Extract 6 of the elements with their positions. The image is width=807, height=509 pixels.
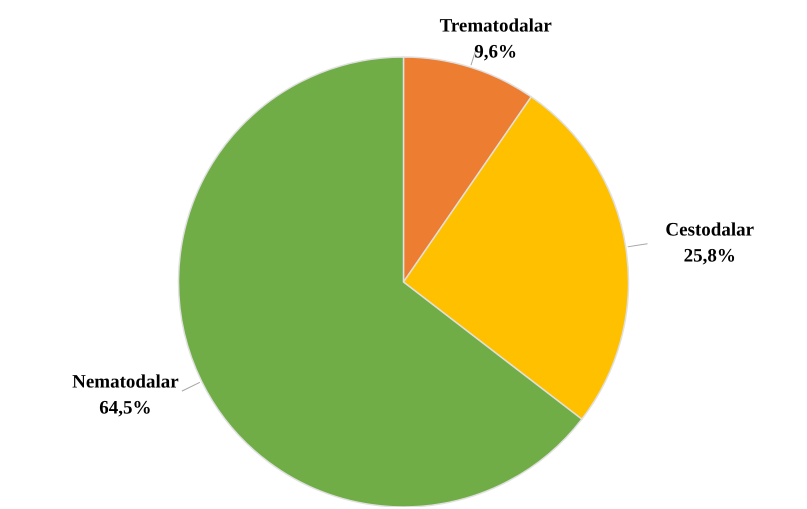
- slice-label: Trematodalar: [440, 16, 552, 37]
- slice-label: Cestodalar: [665, 219, 755, 240]
- data-label: 64,5%: [99, 398, 152, 419]
- data-label: 25,8%: [684, 245, 736, 266]
- slice-label: Nematodalar: [72, 372, 180, 393]
- data-label: 9,6%: [474, 42, 518, 63]
